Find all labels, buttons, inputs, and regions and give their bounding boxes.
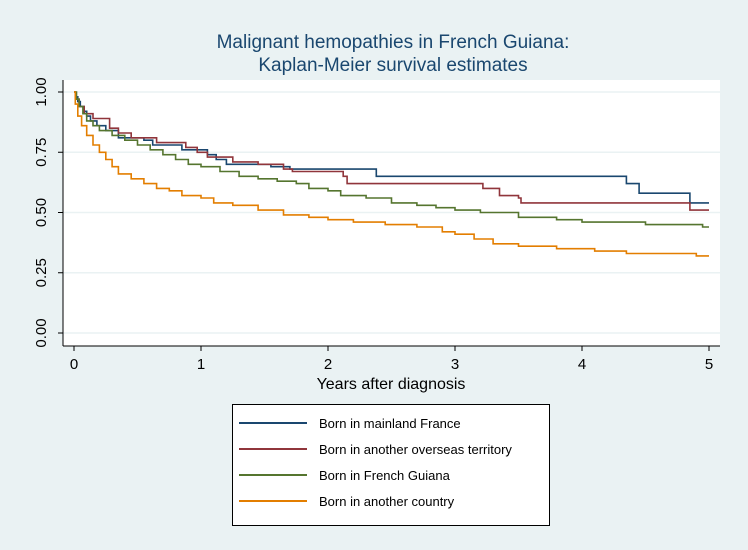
y-tick-label: 1.00 [33,77,50,106]
legend-label: Born in another country [319,493,455,509]
legend-label: Born in another overseas territory [319,441,512,457]
legend-label: Born in mainland France [319,415,461,431]
legend-item: Born in French Guiana [239,463,450,487]
legend-item: Born in mainland France [239,411,461,435]
chart-title-line-2: Kaplan-Meier survival estimates [258,55,527,76]
legend-swatch [239,422,307,424]
y-tick-label: 0.25 [33,258,50,287]
legend-swatch [239,448,307,450]
legend-swatch [239,474,307,476]
legend: Born in mainland France Born in another o… [232,404,550,526]
x-axis-title: Years after diagnosis [317,376,466,393]
x-tick-label: 4 [578,356,586,373]
series-line-2 [74,91,709,211]
legend-item: Born in another country [239,489,454,513]
legend-swatch [239,500,307,502]
x-tick-label: 1 [197,356,205,373]
legend-label: Born in French Guiana [319,467,450,483]
x-tick-label: 0 [70,356,78,373]
chart-title-line-1: Malignant hemopathies in French Guiana: [217,32,570,53]
series-line-3 [74,91,709,228]
legend-item: Born in another overseas territory [239,437,512,461]
y-tick-label: 0.75 [33,138,50,167]
series-line-4 [74,91,709,257]
y-tick-label: 0.50 [33,198,50,227]
x-tick-label: 3 [451,356,459,373]
x-tick-label: 2 [324,356,332,373]
y-tick-label: 0.00 [33,318,50,347]
x-tick-label: 5 [705,356,713,373]
